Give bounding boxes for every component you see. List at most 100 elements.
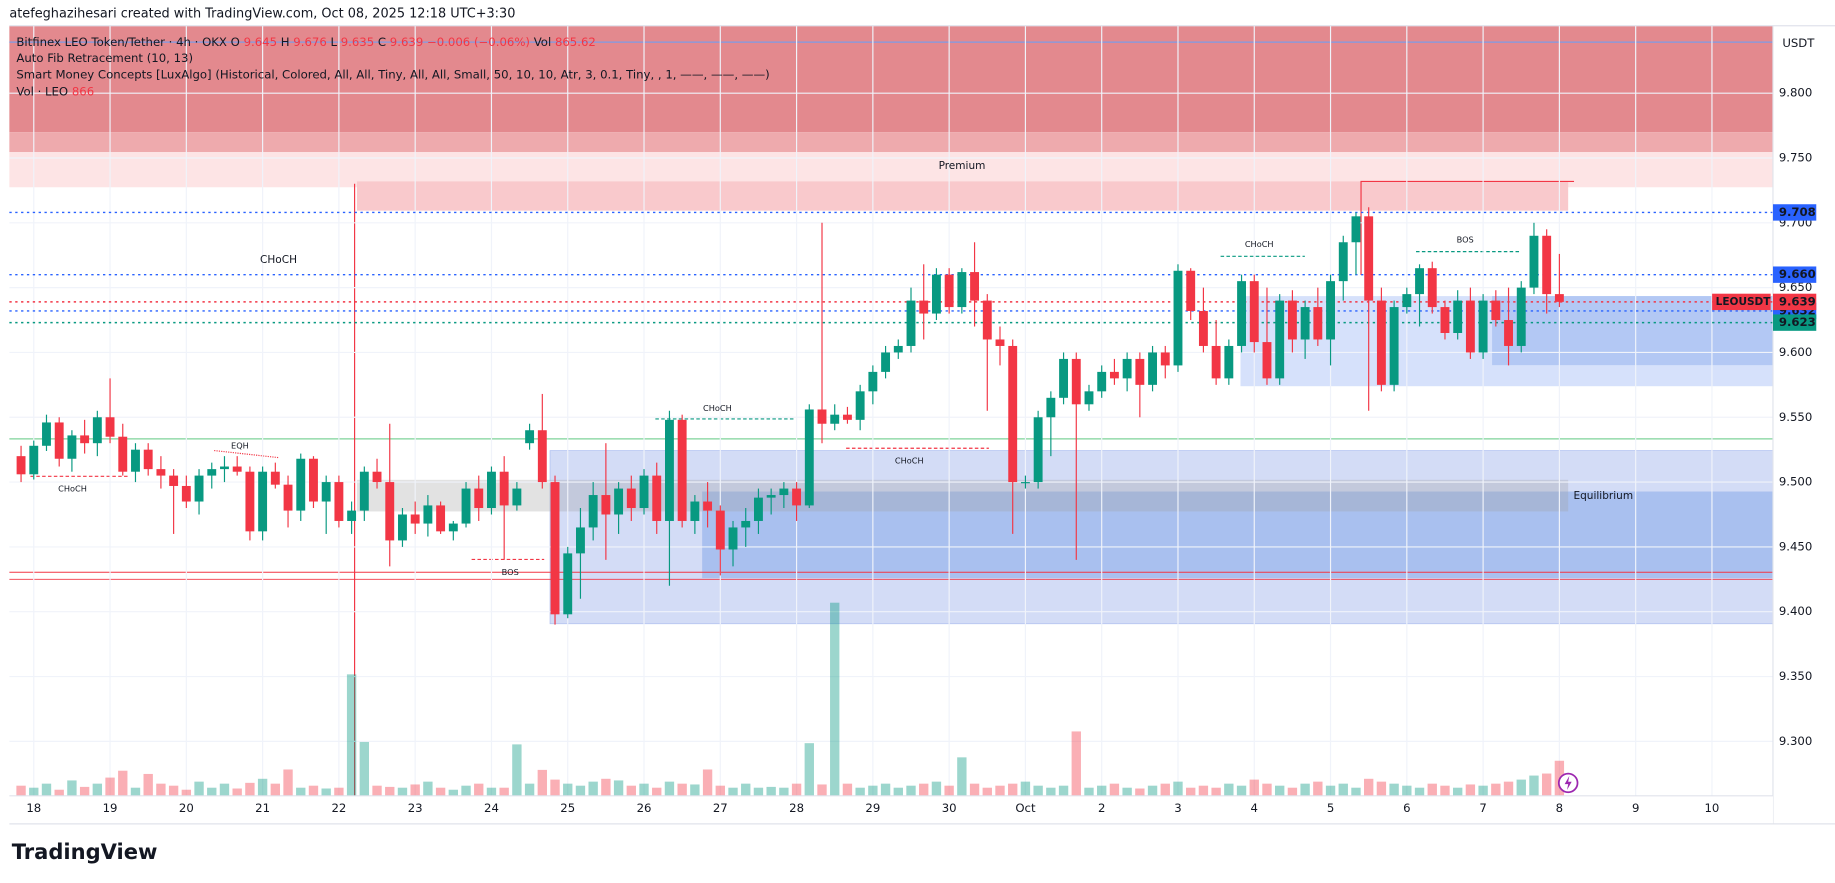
volume-bar (156, 783, 166, 796)
volume-bar (1338, 783, 1348, 796)
volume-bar (1313, 781, 1323, 796)
symbol: Bitfinex LEO Token/Tether · 4h · OKX (16, 35, 227, 49)
volume-bar (219, 783, 230, 796)
volume-bar (791, 783, 802, 796)
volume-bar (906, 785, 916, 796)
candle-body (1453, 300, 1463, 333)
volume-bar (372, 785, 382, 796)
volume-bar (41, 783, 52, 796)
x-tick-label: 27 (713, 801, 728, 815)
volume-bar (741, 783, 751, 796)
candle-body (792, 488, 802, 506)
field-key: Vol (534, 35, 552, 49)
candle-body (1440, 307, 1450, 333)
annotation: EQH (231, 440, 249, 450)
volume-bar (308, 785, 319, 796)
volume-bar (995, 785, 1005, 796)
y-tick-label: 9.400 (1779, 604, 1812, 618)
candle-body (1186, 270, 1196, 311)
volume-bar (601, 778, 611, 796)
candle-body (321, 482, 331, 502)
volume-bar (448, 789, 458, 796)
volume-bar (1491, 783, 1501, 796)
candle-body (1008, 345, 1018, 483)
candle-body (347, 510, 357, 521)
candle-body (1516, 287, 1526, 346)
candle-body (359, 471, 369, 511)
volume-bar (1389, 783, 1399, 796)
volume-bar (499, 787, 509, 796)
candle-body (779, 488, 789, 496)
volume-bar (626, 785, 636, 796)
volume-bar (194, 781, 204, 796)
volume-bar (550, 779, 560, 796)
volume-bar (613, 780, 624, 796)
volume-label: Vol · LEO (16, 84, 68, 98)
y-tick-label: 9.350 (1779, 669, 1812, 683)
annotation: CHoCH (895, 456, 924, 466)
candle-body (690, 501, 700, 521)
candle-body (1262, 342, 1272, 379)
volume-bar (1287, 787, 1298, 796)
candle-body (1554, 294, 1564, 302)
volume-bar (1453, 787, 1463, 796)
candle-body (1287, 300, 1297, 340)
volume-bar (1109, 783, 1120, 796)
grid (9, 25, 1773, 796)
volume-bar (257, 778, 268, 796)
candle-body (1148, 352, 1158, 385)
annotation: CHoCH (1245, 239, 1274, 249)
candle-body (1364, 216, 1374, 301)
volume-bar (1541, 773, 1552, 796)
candle-body (258, 471, 268, 532)
volume-bar (969, 783, 980, 796)
premium-box (356, 181, 1569, 211)
volume-bar (1224, 783, 1234, 796)
x-tick-label: 7 (1479, 801, 1486, 815)
candle-body (232, 466, 242, 472)
volume-bar (1058, 785, 1069, 796)
volume-bar (563, 783, 573, 796)
volume-bar (143, 773, 153, 796)
x-tick-label: 19 (103, 801, 118, 815)
candle-body (1465, 300, 1475, 353)
x-tick-label: 4 (1251, 801, 1258, 815)
volume-bar (1262, 783, 1272, 796)
volume-bar (1478, 785, 1488, 796)
candle-body (970, 272, 980, 301)
volume-bar (817, 784, 827, 796)
volume-bar (1173, 781, 1183, 796)
volume-bar (410, 784, 420, 796)
volume-bar (664, 781, 675, 796)
volume-bar (423, 781, 433, 796)
volume-legend: Vol · LEO 866 (16, 84, 94, 98)
premium-zone-band (9, 132, 1773, 153)
candle-body (982, 300, 992, 340)
volume-bar (1071, 731, 1081, 796)
y-tick-label: 9.550 (1779, 410, 1812, 424)
volume-bar (16, 785, 26, 796)
volume-bar (639, 783, 649, 796)
volume-bar (919, 783, 929, 796)
volume-bar (461, 785, 471, 796)
y-tick-label: 9.650 (1779, 280, 1812, 294)
candle-body (1122, 358, 1132, 379)
unit: USDT (1782, 36, 1815, 50)
candle-body (169, 475, 179, 486)
candle-body (334, 482, 344, 521)
volume-bar (779, 787, 789, 796)
volume-bar (232, 788, 242, 796)
y-tick-label: 9.750 (1779, 150, 1812, 164)
candle-body (1059, 358, 1069, 398)
legend-line: Bitfinex LEO Token/Tether · 4h · OKX O 9… (16, 35, 595, 49)
candle-body (893, 345, 903, 353)
volume-bar (397, 787, 408, 796)
candle-body (550, 482, 560, 615)
candle-body (512, 488, 522, 506)
annotations: Premium Equilibrium CHoCH CHoCH EQH BOS CHoCH C… (58, 160, 1633, 577)
field-value: 9.645 (244, 35, 277, 49)
candle-body (67, 435, 77, 459)
candle-body (804, 409, 814, 506)
